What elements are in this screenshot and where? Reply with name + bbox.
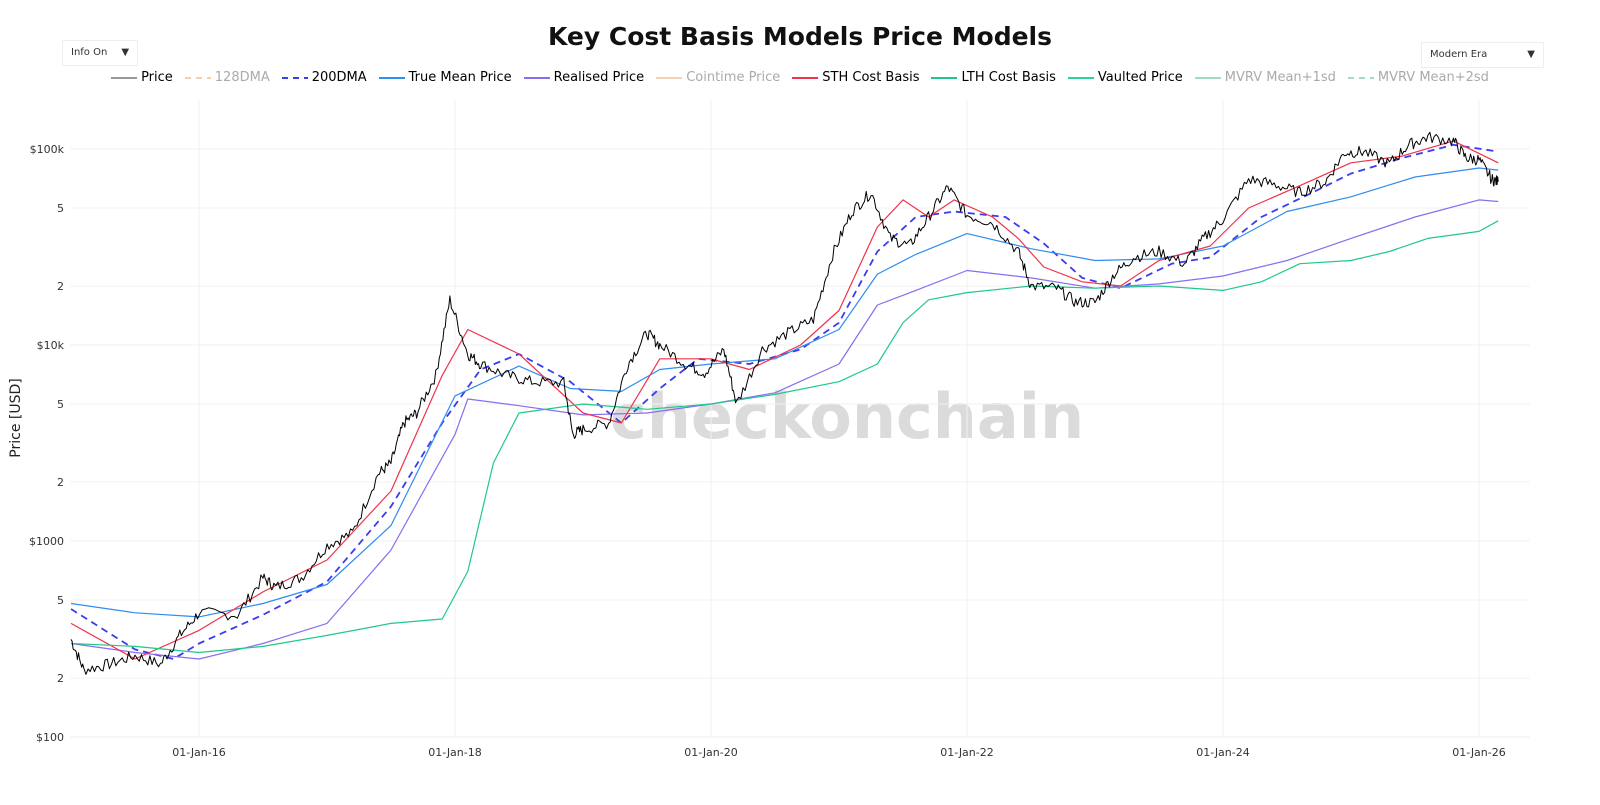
legend-item-vaulted-price[interactable]: Vaulted Price: [1067, 70, 1183, 85]
x-tick-label: 01-Jan-26: [1452, 746, 1506, 759]
x-tick-label: 01-Jan-16: [172, 746, 226, 759]
y-tick-label: $10k: [37, 339, 65, 352]
legend-item-realised-price[interactable]: Realised Price: [523, 70, 645, 85]
legend-swatch: [1194, 76, 1221, 79]
y-tick-label: 5: [57, 398, 64, 411]
legend: Price 128DMA 200DMA True Mean Price Realised…: [0, 70, 1600, 85]
legend-label: True Mean Price: [408, 70, 512, 85]
series-line-true-mean-price: [70, 167, 1499, 618]
legend-swatch: [931, 76, 958, 79]
series-line-lth-cost-basis: [70, 220, 1499, 654]
legend-swatch: [184, 76, 211, 79]
y-tick-label: $100: [36, 731, 64, 744]
watermark: checkonchain: [610, 380, 1085, 453]
legend-label: MVRV Mean+2sd: [1377, 70, 1489, 85]
y-tick-label: 2: [57, 280, 64, 293]
legend-swatch: [1067, 76, 1094, 79]
y-axis-label: Price [USD]: [8, 378, 24, 457]
legend-swatch: [523, 76, 550, 79]
legend-item-mvrv-mean-1sd[interactable]: MVRV Mean+1sd: [1194, 70, 1336, 85]
legend-swatch: [1347, 76, 1374, 79]
legend-swatch: [281, 76, 308, 79]
caret-down-icon: ▼: [121, 47, 130, 58]
legend-label: 128DMA: [214, 70, 270, 85]
y-tick-label: 5: [57, 202, 64, 215]
chart-title: Key Cost Basis Models Price Models: [547, 22, 1053, 51]
legend-item-mvrv-mean-2sd[interactable]: MVRV Mean+2sd: [1347, 70, 1489, 85]
legend-label: MVRV Mean+1sd: [1224, 70, 1336, 85]
era-dropdown-label: Modern Era: [1430, 49, 1488, 60]
legend-label: 200DMA: [311, 70, 367, 85]
x-tick-label: 01-Jan-18: [428, 746, 482, 759]
legend-item-price[interactable]: Price: [111, 70, 173, 85]
legend-label: Cointime Price: [686, 70, 781, 85]
legend-item-true-mean-price[interactable]: True Mean Price: [378, 70, 512, 85]
legend-label: LTH Cost Basis: [961, 70, 1056, 85]
y-tick-label: $1000: [29, 535, 64, 548]
caret-down-icon: ▼: [1527, 49, 1535, 60]
info-dropdown-label: Info On: [71, 47, 108, 58]
legend-label: STH Cost Basis: [822, 70, 920, 85]
y-tick-label: 5: [57, 594, 64, 607]
legend-swatch: [656, 76, 683, 79]
x-tick-label: 01-Jan-20: [684, 746, 738, 759]
series-line-200dma: [70, 143, 1499, 660]
legend-item-200dma[interactable]: 200DMA: [281, 70, 367, 85]
y-tick-label: 2: [57, 672, 64, 685]
y-tick-label: 2: [57, 476, 64, 489]
series-line-price: [70, 131, 1499, 675]
legend-label: Realised Price: [553, 70, 645, 85]
legend-swatch: [378, 76, 405, 79]
y-tick-label: $100k: [30, 143, 65, 156]
info-dropdown[interactable]: Info On ▼: [62, 40, 139, 66]
legend-label: Vaulted Price: [1097, 70, 1183, 85]
legend-item-lth-cost-basis[interactable]: LTH Cost Basis: [931, 70, 1056, 85]
legend-label: Price: [141, 70, 173, 85]
legend-item-sth-cost-basis[interactable]: STH Cost Basis: [792, 70, 919, 85]
x-tick-label: 01-Jan-22: [940, 746, 994, 759]
legend-swatch: [111, 76, 138, 79]
series-line-realised-price: [70, 199, 1499, 660]
legend-item-128dma[interactable]: 128DMA: [184, 70, 270, 85]
series-line-sth-cost-basis: [70, 140, 1499, 660]
x-tick-label: 01-Jan-24: [1196, 746, 1250, 759]
era-dropdown[interactable]: Modern Era ▼: [1421, 42, 1544, 68]
legend-item-cointime-price[interactable]: Cointime Price: [656, 70, 780, 85]
legend-swatch: [792, 76, 819, 79]
